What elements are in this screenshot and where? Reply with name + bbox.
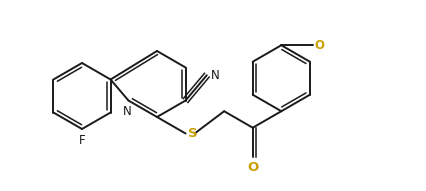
Text: O: O xyxy=(247,161,258,174)
Text: F: F xyxy=(79,134,85,147)
Text: N: N xyxy=(211,69,219,82)
Text: N: N xyxy=(123,104,132,117)
Text: O: O xyxy=(315,39,325,52)
Text: S: S xyxy=(187,127,197,140)
